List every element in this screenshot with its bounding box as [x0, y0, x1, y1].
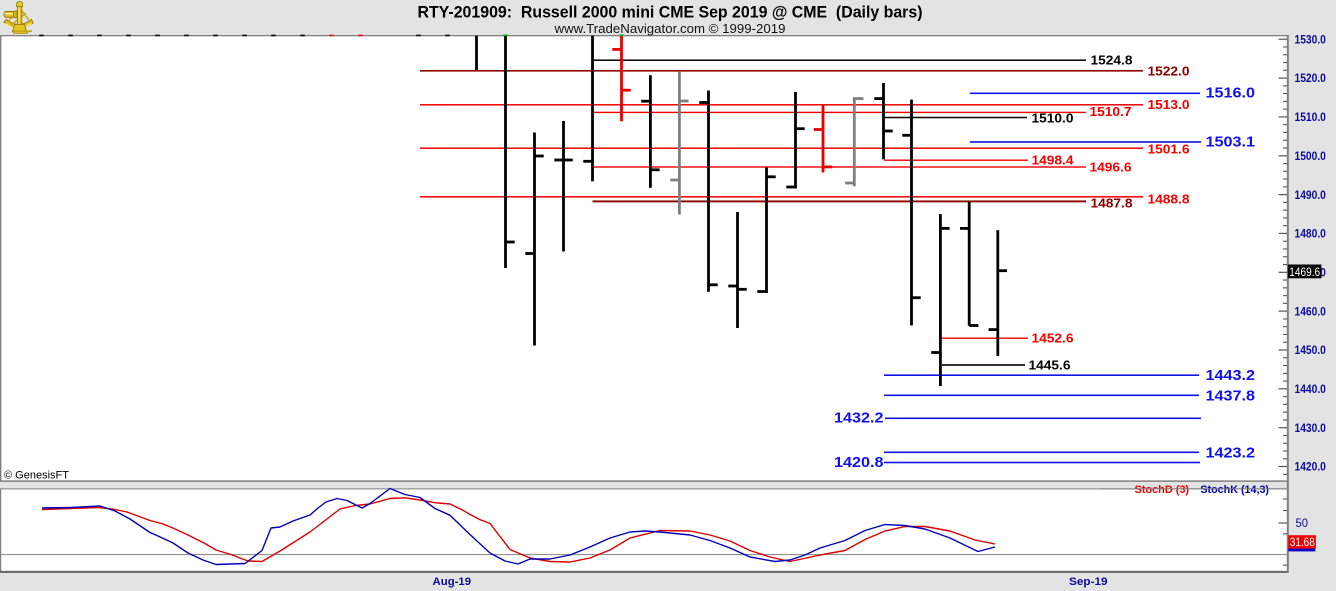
svg-text:31.68: 31.68: [1290, 537, 1315, 549]
svg-text:1430.0: 1430.0: [1295, 423, 1326, 435]
svg-text:1522.0: 1522.0: [1148, 64, 1190, 78]
svg-text:1460.0: 1460.0: [1295, 306, 1326, 318]
svg-text:1510.0: 1510.0: [1032, 112, 1074, 126]
svg-text:1487.8: 1487.8: [1091, 196, 1133, 210]
svg-text:1496.6: 1496.6: [1090, 161, 1132, 175]
svg-text:StochD (3): StochD (3): [1135, 484, 1190, 496]
svg-text:1445.6: 1445.6: [1029, 358, 1071, 372]
svg-text:1420.0: 1420.0: [1295, 462, 1326, 474]
svg-text:1490.0: 1490.0: [1295, 190, 1326, 202]
svg-text:1516.0: 1516.0: [1206, 86, 1256, 102]
svg-text:1440.0: 1440.0: [1295, 384, 1326, 396]
svg-text:1469.6: 1469.6: [1289, 267, 1320, 279]
svg-text:1510.0: 1510.0: [1295, 112, 1326, 124]
svg-text:1503.1: 1503.1: [1206, 134, 1256, 150]
svg-text:1480.0: 1480.0: [1295, 229, 1326, 241]
svg-text:www.TradeNavigator.com © 1999-: www.TradeNavigator.com © 1999-2019: [553, 22, 785, 36]
svg-text:Sep-19: Sep-19: [1069, 576, 1108, 588]
svg-text:© GenesisFT: © GenesisFT: [4, 470, 69, 482]
svg-text:1488.8: 1488.8: [1148, 192, 1190, 206]
svg-text:1443.2: 1443.2: [1206, 368, 1256, 384]
svg-text:1524.8: 1524.8: [1091, 54, 1133, 68]
svg-text:1513.0: 1513.0: [1148, 98, 1190, 112]
svg-text:1452.6: 1452.6: [1032, 332, 1074, 346]
svg-text:1510.7: 1510.7: [1090, 105, 1132, 119]
svg-text:Aug-19: Aug-19: [433, 576, 472, 588]
svg-text:1450.0: 1450.0: [1295, 345, 1326, 357]
svg-text:1432.2: 1432.2: [834, 411, 884, 427]
svg-text:1423.2: 1423.2: [1206, 446, 1256, 462]
svg-text:1501.6: 1501.6: [1148, 142, 1190, 156]
svg-text:1520.0: 1520.0: [1295, 73, 1326, 85]
svg-text:1420.8: 1420.8: [834, 455, 884, 471]
svg-text:RTY-201909: Russell 2000 mini: RTY-201909: Russell 2000 mini CME Sep 20…: [418, 3, 923, 22]
svg-text:1437.8: 1437.8: [1206, 388, 1256, 404]
svg-text:1530.0: 1530.0: [1295, 34, 1326, 46]
svg-text:StochK (14,3): StochK (14,3): [1200, 484, 1269, 496]
svg-text:1498.4: 1498.4: [1032, 154, 1074, 168]
svg-text:1500.0: 1500.0: [1295, 151, 1326, 163]
svg-text:50: 50: [1296, 518, 1309, 530]
